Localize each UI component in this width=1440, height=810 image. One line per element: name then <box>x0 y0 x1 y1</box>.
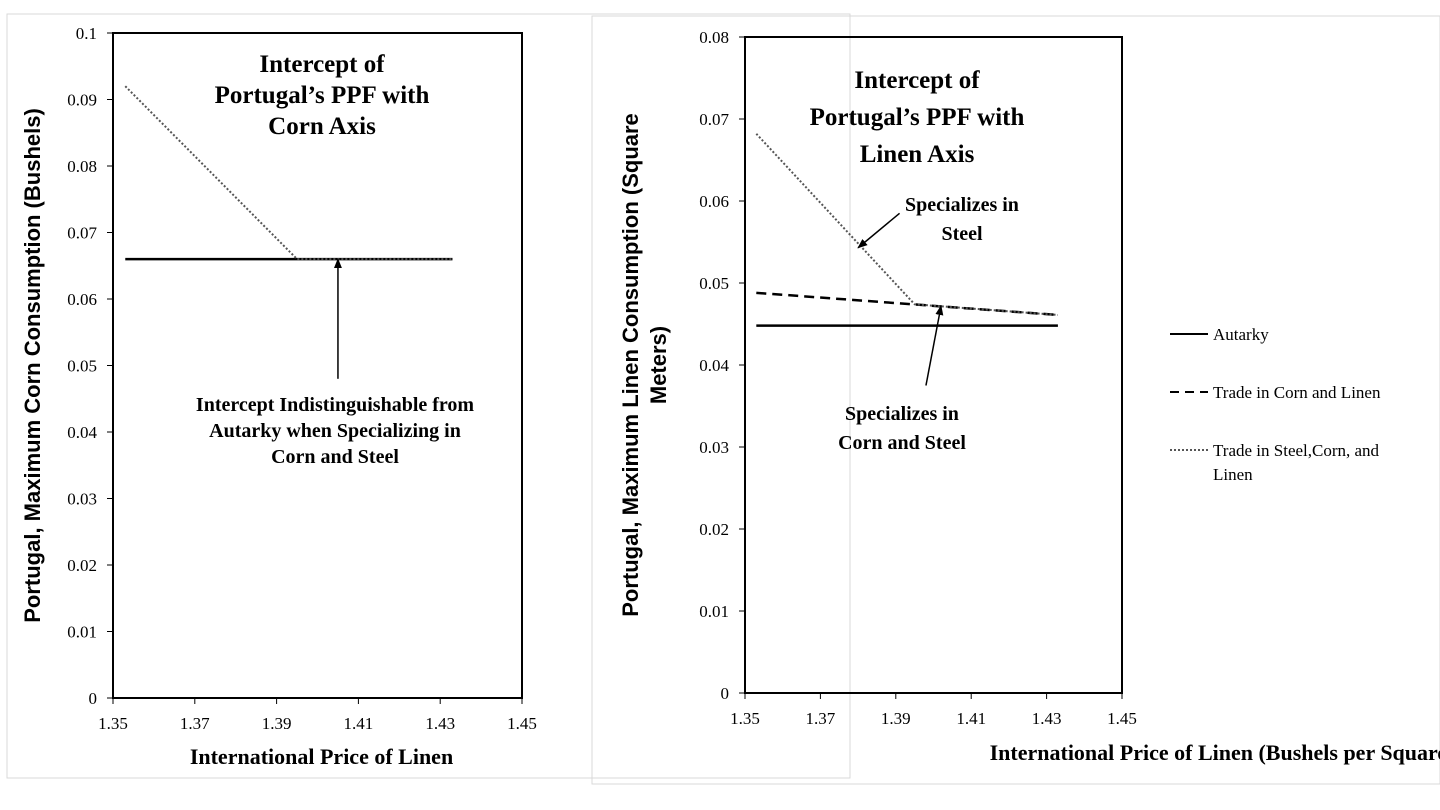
x-tick-label: 1.43 <box>425 714 455 733</box>
y-tick-label: 0.06 <box>699 192 729 211</box>
legend-label-line: Trade in Steel,Corn, and <box>1213 441 1380 460</box>
y-tick-label: 0.04 <box>699 356 729 375</box>
annotation-arrow <box>925 304 944 386</box>
chart-title-line: Intercept of <box>259 51 385 78</box>
legend-label: Trade in Steel,Corn, and Linen <box>1213 441 1380 484</box>
y-tick-label: 0 <box>89 689 98 708</box>
x-tick-label: 1.41 <box>956 709 986 728</box>
legend-label-line: Linen <box>1213 465 1253 484</box>
x-tick-label: 1.35 <box>98 714 128 733</box>
x-tick-label: 1.35 <box>730 709 760 728</box>
x-tick-label: 1.41 <box>344 714 374 733</box>
chart-1: 0 0.01 0.02 0.03 0.04 0.05 0.06 0.07 0.08 0.09 0.1… <box>6 13 851 779</box>
chart-title-line: Portugal’s PPF with <box>215 82 430 109</box>
y-tick-label: 0.07 <box>67 224 97 243</box>
x-tick-label: 1.37 <box>806 709 836 728</box>
legend-label: Autarky <box>1213 325 1269 344</box>
x-tick-label: 1.43 <box>1032 709 1062 728</box>
legend-label-line: Trade in Corn and Linen <box>1213 383 1381 402</box>
annotation-line: Corn and Steel <box>838 432 966 454</box>
x-tick-label: 1.37 <box>180 714 210 733</box>
annotation-line: Autarky when Specializing in <box>209 420 461 442</box>
chart-title-line: Corn Axis <box>268 113 376 140</box>
y-tick-label: 0.08 <box>699 28 729 47</box>
annotation-line: Specializes in <box>905 194 1019 216</box>
y-axis-title-line: Portugal, Maximum Corn Consumption (Bush… <box>20 108 45 623</box>
y-tick-label: 0.03 <box>699 438 729 457</box>
panel-border <box>591 15 1440 785</box>
annotation-arrow <box>857 212 901 249</box>
x-tick-label: 1.39 <box>881 709 911 728</box>
y-tick-label: 0 <box>721 684 730 703</box>
y-tick-label: 0.06 <box>67 290 97 309</box>
chart-2: 0 0.01 0.02 0.03 0.04 0.05 0.06 0.07 0.08 1.35 1.3… <box>591 15 1440 785</box>
y-tick-label: 0.02 <box>67 556 97 575</box>
y-tick-label: 0.03 <box>67 490 97 509</box>
series-line-dotted <box>755 133 1058 316</box>
x-axis-title: International Price of Linen (Bushels pe… <box>990 740 1440 765</box>
panel-border <box>6 13 851 779</box>
y-tick-label: 0.05 <box>67 357 97 376</box>
y-tick-label: 0.09 <box>67 91 97 110</box>
annotation-line: Intercept Indistinguishable from <box>196 394 475 416</box>
x-tick-label: 1.39 <box>262 714 292 733</box>
y-tick-label: 0.1 <box>76 24 97 43</box>
y-tick-label: 0.05 <box>699 274 729 293</box>
chart-title: Intercept of Portugal’s PPF with Linen Axi… <box>810 67 1025 168</box>
legend: Autarky Trade in Corn and Linen Trade in S… <box>1170 325 1381 484</box>
plot-area <box>744 36 1123 694</box>
annotation-line: Steel <box>941 223 983 245</box>
x-tick-label: 1.45 <box>507 714 537 733</box>
y-tick-label: 0.07 <box>699 110 729 129</box>
chart-title: Intercept of Portugal’s PPF with Corn Axis <box>215 51 430 140</box>
x-axis-title: International Price of Linen <box>190 744 453 769</box>
legend-label-line: Autarky <box>1213 325 1269 344</box>
annotation-text: Specializes in Steel <box>905 194 1019 245</box>
y-tick-label: 0.08 <box>67 157 97 176</box>
y-axis-title: Portugal, Maximum Linen Consumption (Squ… <box>618 113 671 617</box>
annotation-text: Specializes in Corn and Steel <box>838 403 966 454</box>
series-line-dotted <box>124 85 453 261</box>
x-tick-label: 1.45 <box>1107 709 1137 728</box>
chart-title-line: Intercept of <box>854 67 980 94</box>
y-axis-title-line: Meters) <box>646 326 671 404</box>
y-axis-title: Portugal, Maximum Corn Consumption (Bush… <box>20 108 45 623</box>
chart-title-line: Portugal’s PPF with <box>810 104 1025 131</box>
y-axis-title-line: Portugal, Maximum Linen Consumption (Squ… <box>618 113 643 617</box>
y-tick-label: 0.04 <box>67 423 97 442</box>
chart-title-line: Linen Axis <box>860 141 975 168</box>
y-tick-label: 0.01 <box>67 623 97 642</box>
annotation-line: Specializes in <box>845 403 959 425</box>
annotation-line: Corn and Steel <box>271 446 399 468</box>
annotation-text: Intercept Indistinguishable from Autarky … <box>196 394 475 468</box>
legend-label: Trade in Corn and Linen <box>1213 383 1381 402</box>
y-tick-label: 0.02 <box>699 520 729 539</box>
y-tick-label: 0.01 <box>699 602 729 621</box>
series-line-dashed <box>756 291 1059 317</box>
